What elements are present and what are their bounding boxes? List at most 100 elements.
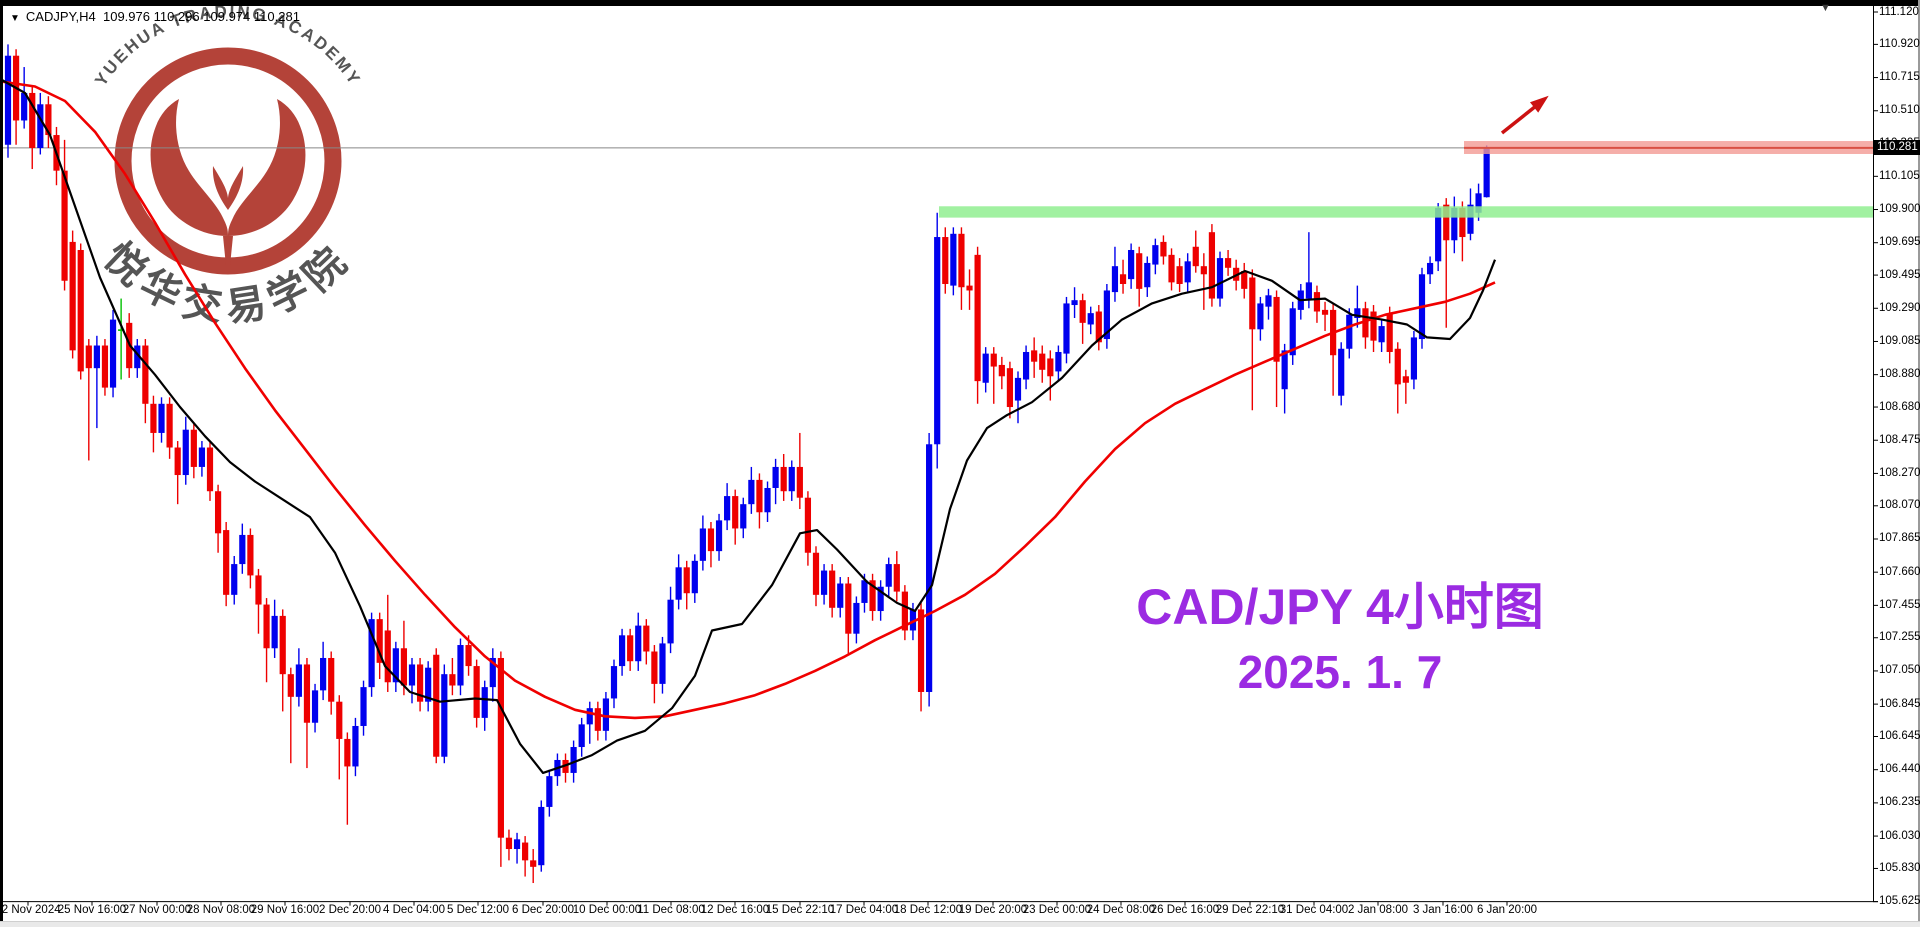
window-border-right (1918, 0, 1920, 927)
time-axis-label: 25 Nov 16:00 (57, 904, 127, 916)
candle (134, 339, 141, 378)
candle (845, 577, 852, 655)
time-axis-label: 12 Dec 16:00 (700, 904, 770, 916)
candle (1394, 342, 1401, 414)
candle (497, 651, 504, 867)
candle (441, 664, 448, 764)
candle (869, 573, 876, 621)
candle (457, 638, 464, 696)
candle (1224, 249, 1232, 276)
candle (1386, 306, 1393, 364)
candle (190, 423, 197, 479)
candle (683, 560, 690, 610)
annotation-line1: CAD/JPY 4小时图 (1136, 579, 1544, 635)
symbol-period-label[interactable]: CADJPY,H4 (25, 9, 96, 24)
candle (61, 139, 68, 291)
price-axis-label: 107.050 (1879, 664, 1920, 677)
price-axis-label: 110.920 (1879, 37, 1920, 50)
candle (829, 564, 836, 618)
candle (392, 641, 399, 692)
time-axis-label: 11 Dec 08:00 (637, 904, 705, 916)
candle (764, 481, 771, 522)
ma-slow-line (1, 80, 1496, 720)
candle (109, 309, 117, 398)
time-axis-label: 6 Jan 20:00 (1476, 904, 1538, 916)
candle (158, 397, 165, 443)
candle (271, 599, 278, 658)
candle (489, 648, 496, 702)
candle (425, 661, 432, 712)
candle (223, 521, 230, 607)
candle (214, 484, 222, 553)
candle (651, 645, 658, 704)
time-axis-label: 17 Dec 04:00 (829, 904, 899, 916)
watermark-logo: YUEHUA TRADING ACADEMY 悦华交易学院 (91, 2, 362, 331)
candle (1095, 305, 1102, 351)
candle (166, 397, 173, 459)
candle (29, 86, 36, 170)
candle (756, 473, 763, 529)
time-axis-label: 2 Dec 20:00 (318, 904, 382, 916)
time-axis-label: 19 Dec 20:00 (958, 904, 1028, 916)
candle (1144, 256, 1151, 297)
candle (408, 657, 416, 704)
candle (255, 568, 262, 634)
candle (4, 44, 12, 158)
price-axis-label: 106.645 (1879, 730, 1920, 742)
candle (376, 612, 383, 680)
candle (1249, 269, 1256, 411)
candle (635, 612, 642, 671)
logo-emblem-icon (150, 99, 306, 266)
window-border-top (0, 0, 1920, 6)
candle (586, 701, 593, 744)
time-axis-label: 4 Dec 04:00 (382, 904, 446, 916)
time-axis-label: 29 Dec 22:10 (1215, 904, 1285, 916)
candle (1208, 224, 1216, 307)
candle (562, 753, 569, 783)
candle (1402, 369, 1409, 404)
candle (1128, 243, 1135, 289)
candle (1426, 256, 1434, 284)
symbol-dropdown-icon[interactable]: ▼ (10, 13, 20, 24)
candle (1022, 345, 1030, 390)
candle (449, 657, 456, 696)
moving-averages (1, 79, 1497, 774)
candle (820, 564, 828, 605)
candle (505, 829, 513, 861)
candle (691, 554, 698, 603)
candle (142, 339, 149, 424)
candle (974, 246, 981, 404)
candle (618, 628, 626, 676)
candle (21, 67, 28, 129)
price-axis-label: 109.495 (1879, 268, 1920, 281)
candle (352, 717, 359, 777)
price-axis-label: 106.030 (1879, 829, 1920, 842)
candle (804, 491, 812, 566)
price-axis-label: 105.830 (1879, 861, 1920, 874)
candle (796, 432, 803, 510)
support-band (939, 206, 1873, 218)
candle (610, 659, 618, 709)
candle (287, 667, 294, 764)
candle (295, 648, 302, 707)
chart-shift-marker-icon[interactable]: ▼ (1820, 2, 1831, 14)
candle (513, 832, 521, 864)
candle (1103, 283, 1110, 349)
candle (699, 515, 706, 571)
time-axis-label: 5 Dec 12:00 (446, 904, 510, 916)
candle (77, 243, 84, 380)
candle (917, 602, 925, 712)
candle (1039, 345, 1046, 383)
ohlc-close: 110.281 (253, 9, 300, 24)
candle (942, 227, 949, 294)
candle (1063, 296, 1070, 364)
candle (998, 356, 1005, 390)
ohlc-open: 109.976 (102, 9, 150, 24)
candle (982, 347, 989, 393)
time-axis-label: 26 Dec 16:00 (1150, 904, 1220, 916)
candle (85, 339, 92, 461)
candle (1216, 251, 1224, 307)
candle (748, 466, 755, 514)
candle (530, 849, 537, 884)
